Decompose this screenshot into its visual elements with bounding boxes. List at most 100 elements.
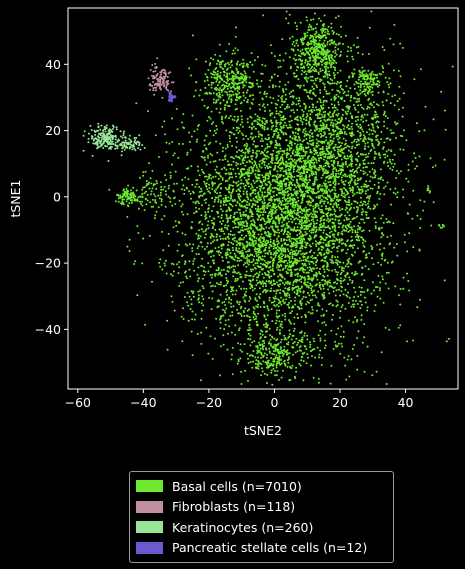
data-point xyxy=(387,271,390,274)
data-point xyxy=(215,196,218,199)
data-point xyxy=(259,241,262,244)
data-point xyxy=(273,230,276,233)
data-point xyxy=(337,160,339,163)
data-point xyxy=(206,188,209,191)
data-point xyxy=(253,160,256,163)
data-point xyxy=(164,259,167,262)
data-point xyxy=(128,134,131,137)
data-point xyxy=(238,204,241,207)
data-point xyxy=(219,238,222,240)
data-point xyxy=(346,55,349,58)
data-point xyxy=(245,234,248,237)
data-point xyxy=(225,307,228,310)
data-point xyxy=(351,272,354,275)
data-point xyxy=(265,280,268,283)
data-point xyxy=(258,119,261,122)
data-point xyxy=(323,252,326,255)
data-point xyxy=(208,92,211,95)
data-point xyxy=(298,269,301,272)
data-point xyxy=(255,164,258,167)
data-point xyxy=(215,282,218,285)
data-point xyxy=(231,184,234,187)
data-point xyxy=(356,210,359,213)
data-point xyxy=(269,183,272,186)
data-point xyxy=(296,275,299,278)
data-point xyxy=(209,192,212,194)
data-point xyxy=(356,144,359,147)
data-point xyxy=(270,119,272,122)
data-point xyxy=(304,130,307,133)
data-point xyxy=(268,175,271,178)
data-point xyxy=(376,295,379,298)
data-point xyxy=(209,265,212,268)
data-point xyxy=(319,329,322,332)
data-point xyxy=(301,298,304,300)
data-point xyxy=(260,251,263,254)
data-point xyxy=(240,383,243,385)
data-point xyxy=(300,194,303,196)
data-point xyxy=(239,250,242,253)
data-point xyxy=(318,353,321,356)
data-point xyxy=(340,176,343,179)
data-point xyxy=(257,247,259,250)
data-point xyxy=(262,187,265,190)
data-point xyxy=(236,279,238,282)
data-point xyxy=(302,271,305,274)
data-point xyxy=(354,299,357,302)
data-point xyxy=(210,285,213,288)
data-point xyxy=(288,296,291,299)
data-point xyxy=(248,296,251,298)
data-point xyxy=(338,42,340,45)
data-point xyxy=(342,267,345,270)
data-point xyxy=(334,69,337,71)
data-point xyxy=(269,79,272,82)
data-point xyxy=(285,17,288,20)
data-point xyxy=(203,139,206,142)
data-point xyxy=(321,356,323,359)
data-point xyxy=(135,102,138,105)
data-point xyxy=(328,231,331,234)
data-point xyxy=(216,210,219,213)
data-point xyxy=(186,213,189,216)
data-point xyxy=(309,57,312,60)
data-point xyxy=(261,159,264,162)
data-point xyxy=(289,261,292,264)
data-point xyxy=(246,241,249,244)
data-point xyxy=(181,188,183,191)
data-point xyxy=(267,273,270,276)
data-point xyxy=(299,139,302,142)
data-point xyxy=(359,131,362,134)
data-point xyxy=(344,214,347,217)
data-point xyxy=(297,287,300,290)
data-point xyxy=(231,293,234,296)
data-point xyxy=(311,312,314,315)
data-point xyxy=(278,265,281,268)
data-point xyxy=(252,166,255,169)
data-point xyxy=(385,271,388,274)
data-point xyxy=(257,177,260,179)
data-point xyxy=(402,106,404,109)
data-point xyxy=(296,313,299,316)
data-point xyxy=(392,43,395,46)
data-point xyxy=(247,263,250,266)
data-point xyxy=(233,239,236,242)
data-point xyxy=(345,216,348,219)
data-point xyxy=(393,153,396,156)
data-point xyxy=(273,300,276,303)
data-point xyxy=(237,221,240,224)
data-point xyxy=(323,291,326,294)
data-point xyxy=(333,228,336,231)
data-point xyxy=(226,266,229,269)
data-point xyxy=(309,19,312,21)
data-point xyxy=(361,266,364,269)
data-point xyxy=(195,200,198,203)
data-point xyxy=(366,345,369,348)
data-point xyxy=(235,240,238,243)
data-point xyxy=(221,210,224,213)
data-point xyxy=(211,226,214,228)
data-point xyxy=(317,204,320,207)
data-point xyxy=(296,218,299,221)
data-point xyxy=(276,252,279,255)
data-point xyxy=(309,34,312,37)
data-point xyxy=(306,285,308,288)
